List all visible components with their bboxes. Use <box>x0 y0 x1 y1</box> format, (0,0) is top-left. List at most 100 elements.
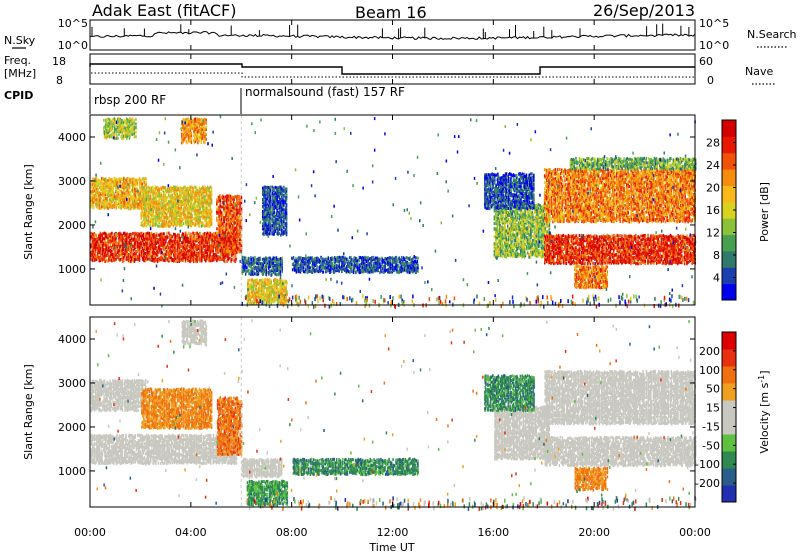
echo-region <box>292 457 419 477</box>
echo-region <box>291 255 419 275</box>
colorbar-swatch <box>722 169 736 186</box>
velocity-y-axis: 4000 3000 2000 1000 <box>58 333 695 478</box>
power-y-axis: 4000 3000 2000 1000 <box>58 131 695 276</box>
power-colorbar-label: Power [dB] <box>758 182 771 242</box>
colorbar-tick-label: -100 <box>695 458 720 471</box>
echo-region <box>246 479 289 507</box>
y-tick-label: 2000 <box>58 219 86 232</box>
colorbar-swatch <box>722 185 736 203</box>
nave-label: Nave <box>745 65 773 78</box>
y-tick-label: 3000 <box>58 377 86 390</box>
colorbar-swatch <box>722 234 736 252</box>
colorbar-swatch <box>722 349 736 367</box>
colorbar-swatch <box>722 468 736 486</box>
colorbar-tick-label: 4 <box>713 272 720 285</box>
colorbar-tick-label: 12 <box>706 227 720 240</box>
velocity-heatmap <box>90 317 697 511</box>
time-axis: 00:00 04:00 08:00 12:00 16:00 20:00 00:00 <box>74 20 711 539</box>
velocity-ylabel: Slant Range [km] <box>22 364 35 460</box>
beam-title: Beam 16 <box>355 3 427 22</box>
y-tick-label: 3000 <box>58 175 86 188</box>
echo-region <box>543 167 696 224</box>
power-ylabel: Slant Range [km] <box>22 164 35 260</box>
colorbar-swatch <box>722 366 736 384</box>
noise-left-tick-top: 10^5 <box>58 17 88 30</box>
echo-region <box>494 405 550 461</box>
nave-trace <box>91 72 695 78</box>
colorbar-swatch <box>722 400 736 418</box>
colorbar-swatch <box>722 417 736 435</box>
echo-region <box>241 255 283 277</box>
date-title: 26/Sep/2013 <box>593 1 695 20</box>
velocity-colorbar: 200 100 50 15 -15 -50 -100 -200 <box>695 331 737 503</box>
colorbar-swatch <box>722 201 736 219</box>
power-heatmap <box>90 115 697 309</box>
echo-region <box>574 466 609 492</box>
x-tick-label: 00:00 <box>74 526 106 539</box>
echo-region <box>216 194 243 255</box>
colorbar-tick-label: 28 <box>706 137 720 150</box>
colorbar-swatch <box>722 332 736 350</box>
freq-tick-top: 18 <box>52 55 66 68</box>
time-axis-label: Time UT <box>368 541 414 554</box>
echo-region <box>141 387 213 430</box>
colorbar-tick-label: 16 <box>706 204 720 217</box>
nave-tick-top: 60 <box>699 55 713 68</box>
nsearch-label: N.Search <box>747 28 797 41</box>
echo-region <box>216 396 243 457</box>
freq-trace <box>89 63 695 75</box>
freq-unit-label: [MHz] <box>4 67 36 80</box>
freq-tick-bottom: 8 <box>56 74 63 87</box>
echo-region <box>544 233 696 266</box>
echo-region <box>247 277 288 305</box>
colorbar-tick-label: -15 <box>702 420 720 433</box>
echo-region <box>484 374 535 413</box>
y-tick-label: 1000 <box>58 263 86 276</box>
echo-region <box>90 433 238 466</box>
nsky-label: N.Sky <box>4 34 36 47</box>
echo-region <box>90 378 147 413</box>
echo-speckle <box>94 319 697 511</box>
colorbar-tick-label: 200 <box>699 345 720 358</box>
colorbar-swatch <box>722 283 736 301</box>
echo-region <box>90 176 147 211</box>
echo-region <box>181 319 208 347</box>
x-tick-label: 20:00 <box>578 526 610 539</box>
x-tick-label: 04:00 <box>175 526 207 539</box>
echo-region <box>140 185 213 228</box>
cpid-segment-2: normalsound (fast) 157 RF <box>245 85 405 99</box>
colorbar-tick-label: -50 <box>702 439 720 452</box>
echo-region <box>544 435 697 468</box>
velocity-colorbar-label: Velocity [m s-1] <box>757 370 771 453</box>
x-tick-label: 00:00 <box>679 526 711 539</box>
x-tick-label: 08:00 <box>276 526 308 539</box>
echo-region <box>544 369 696 426</box>
colorbar-tick-label: -200 <box>695 477 720 490</box>
x-tick-label: 12:00 <box>377 526 409 539</box>
colorbar-swatch <box>722 136 736 154</box>
noise-right-tick-bottom: 10^0 <box>699 39 729 52</box>
noise-sky-trace <box>90 30 696 40</box>
station-title: Adak East (fitACF) <box>92 1 236 20</box>
cpid-segment-1: rbsp 200 RF <box>94 93 166 107</box>
x-tick-label: 16:00 <box>477 526 509 539</box>
colorbar-swatch <box>722 485 736 503</box>
colorbar-tick-label: 15 <box>706 402 720 415</box>
cpid-label: CPID <box>4 89 33 102</box>
power-colorbar: 28 24 20 16 12 8 4 <box>706 119 737 301</box>
colorbar-tick-label: 24 <box>706 159 720 172</box>
colorbar-swatch <box>722 383 736 401</box>
colorbar-swatch <box>722 267 736 285</box>
colorbar-tick-label: 50 <box>706 383 720 396</box>
nave-tick-bottom: 0 <box>707 74 714 87</box>
y-tick-label: 2000 <box>58 421 86 434</box>
echo-region <box>103 117 137 140</box>
echo-region <box>574 264 609 290</box>
colorbar-tick-label: 8 <box>713 249 720 262</box>
noise-spikes <box>91 23 690 39</box>
echo-region <box>90 231 237 264</box>
colorbar-swatch <box>722 250 736 268</box>
colorbar-tick-label: 100 <box>699 364 720 377</box>
